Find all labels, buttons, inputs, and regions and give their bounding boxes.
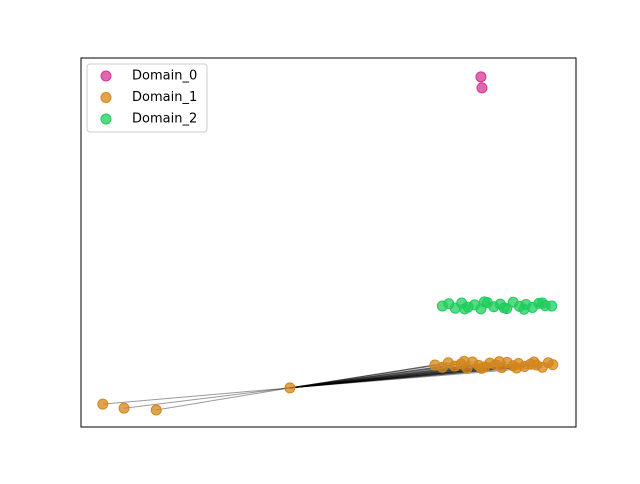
edge: [289, 367, 482, 389]
point: [118, 402, 130, 414]
point: [511, 362, 523, 374]
legend-marker: [100, 92, 112, 103]
edge: [156, 387, 290, 411]
point: [546, 300, 558, 312]
edge: [124, 387, 290, 409]
point: [493, 356, 505, 368]
point: [528, 356, 540, 368]
legend-label: Domain_1: [132, 90, 197, 105]
point: [459, 303, 471, 315]
point: [476, 82, 488, 94]
edge: [289, 365, 455, 389]
point: [518, 303, 530, 315]
point: [475, 71, 487, 83]
edge: [102, 387, 290, 405]
legend-marker: [100, 70, 112, 82]
point: [498, 302, 510, 314]
edge: [289, 362, 449, 389]
legend-label: Domain_2: [132, 112, 197, 127]
legend: Domain_0 Domain_1 Domain_2: [100, 69, 197, 127]
point: [458, 355, 470, 367]
points: [97, 71, 559, 416]
point: [547, 359, 559, 371]
point: [536, 297, 548, 309]
edge: [289, 366, 443, 389]
legend-label: Domain_0: [132, 69, 197, 84]
point: [475, 362, 487, 374]
point: [150, 404, 162, 416]
edge: [289, 364, 436, 389]
legend-marker: [100, 113, 112, 125]
edge: [289, 367, 468, 389]
point: [284, 382, 296, 394]
point: [478, 296, 490, 308]
point: [97, 398, 109, 410]
legend-box: [86, 63, 208, 133]
